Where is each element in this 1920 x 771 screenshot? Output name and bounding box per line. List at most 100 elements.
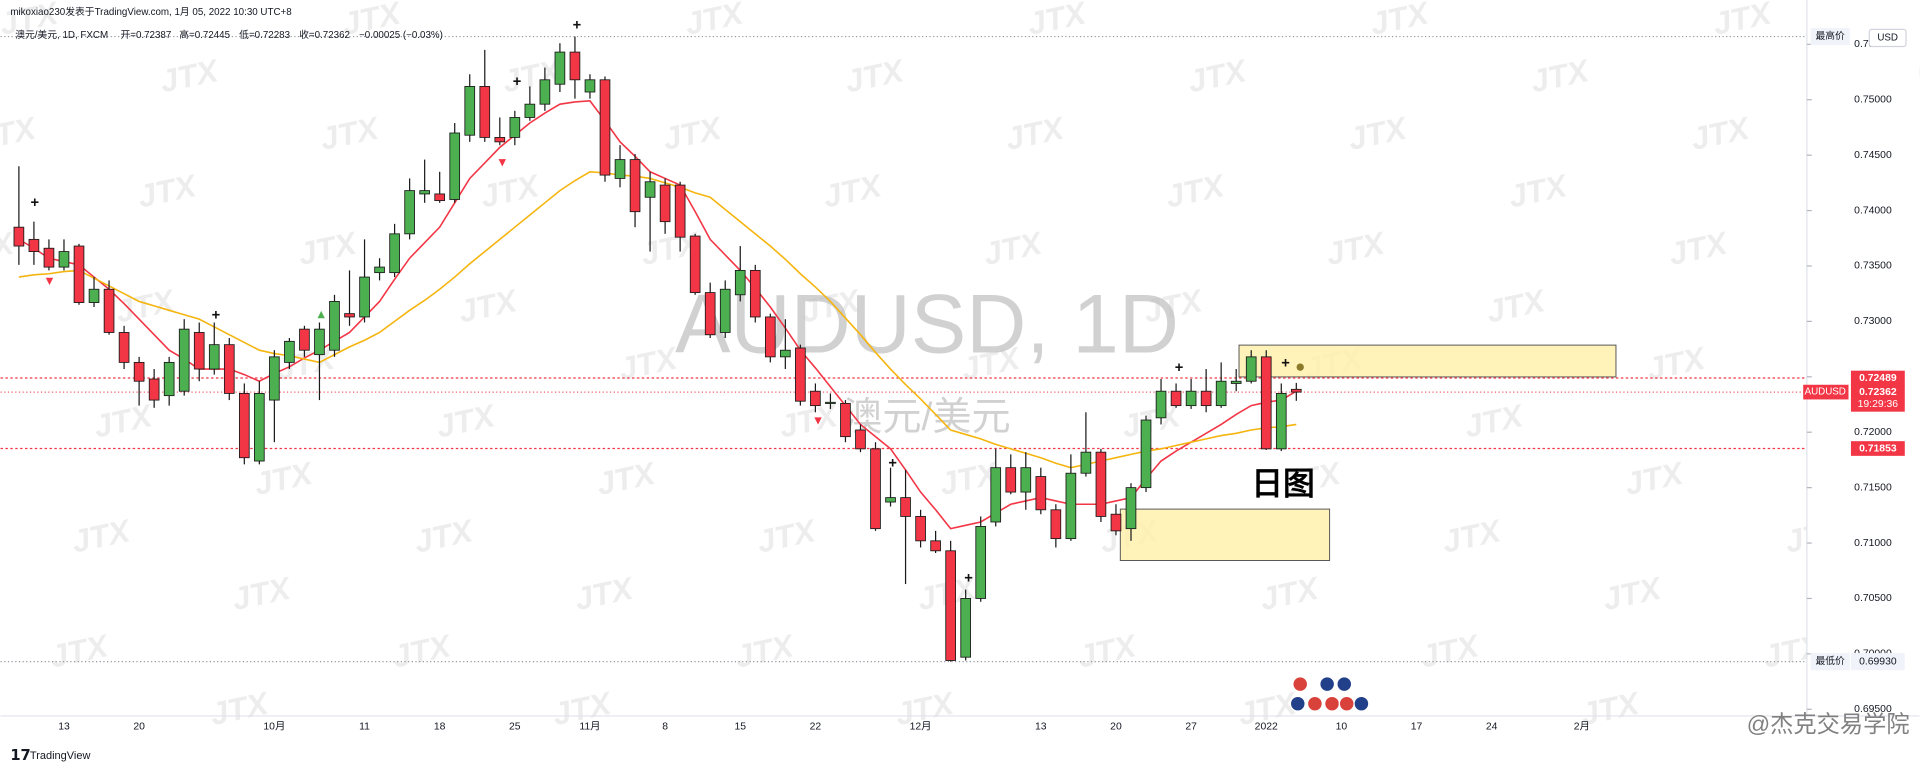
y-tick-label: 0.72000 (1854, 427, 1892, 438)
candle-body (780, 349, 791, 358)
candle-body (840, 402, 851, 438)
price-tag-label: 0.71853 (1859, 443, 1897, 454)
candle-body (885, 497, 896, 503)
candle-body (689, 235, 701, 294)
x-tick-label: 12月 (910, 721, 932, 733)
candle-body (1110, 513, 1122, 532)
high-tag-label: 最高价 (1815, 29, 1845, 42)
candle-body (449, 132, 461, 200)
candle-body (644, 181, 656, 198)
low-value-box (1850, 653, 1905, 671)
dot-marker (1296, 363, 1304, 371)
triangle-marker (498, 159, 506, 167)
legend-open: 开=0.72387 (120, 30, 171, 41)
y-tick-label: 0.73500 (1854, 261, 1892, 272)
candle-body (509, 117, 521, 138)
last-name: AUDUSD (1805, 387, 1846, 398)
candle-body (569, 51, 581, 81)
currency-box (1868, 28, 1907, 48)
candle-body (88, 288, 100, 303)
x-tick-label: 10 (1336, 722, 1348, 733)
candle-body (329, 301, 340, 351)
candle-body (254, 392, 265, 462)
plus-marker: + (1281, 355, 1290, 371)
signal-markers: + + + + + + + + (31, 18, 1304, 587)
candle-body (1230, 380, 1242, 384)
candle-body (855, 429, 866, 450)
x-tick-label: 22 (810, 722, 822, 733)
candle-body (734, 269, 746, 296)
candle-body (945, 550, 956, 661)
candle-body (223, 344, 235, 394)
countdown: 19:29:36 (1858, 399, 1899, 410)
plot-area (0, 35, 1807, 663)
candle-body (28, 238, 40, 253)
candle-body (148, 378, 160, 401)
last-price-box (1850, 384, 1905, 412)
candle-body (208, 344, 220, 370)
annotation: 日图 (1251, 465, 1315, 501)
price-axis (1806, 0, 1920, 741)
y-tick-label: 0.75000 (1854, 94, 1892, 105)
plus-marker: + (1175, 360, 1184, 376)
x-tick-label: 2月 (1574, 721, 1590, 733)
candle-body (674, 184, 686, 238)
candle-body (1200, 390, 1212, 407)
candle-body (193, 332, 205, 370)
triangle-marker (317, 310, 325, 319)
candle-body (930, 540, 941, 552)
candle-body (704, 292, 716, 336)
x-tick-label: 13 (58, 722, 70, 733)
candle-body (464, 86, 476, 136)
candle-body (795, 347, 806, 402)
watermark-subtitle: 澳元/美元 (843, 396, 1011, 439)
candle-body (284, 340, 295, 363)
x-tick-label: 11月 (579, 721, 600, 733)
candle-body (900, 497, 911, 517)
candle-body (659, 184, 671, 223)
candle-body (344, 313, 355, 318)
plus-marker: + (513, 74, 522, 90)
price-tag-label: 0.72489 (1859, 373, 1897, 384)
candle-body (73, 245, 85, 303)
plus-marker: + (212, 308, 221, 324)
event-icon (1292, 676, 1309, 693)
low-tag (1810, 653, 1850, 671)
candle-body (719, 288, 731, 333)
candle-body (103, 288, 115, 333)
x-tick-label: 17 (1411, 722, 1423, 733)
price-tag (1850, 370, 1905, 386)
candle-body (1185, 390, 1197, 407)
price-tag (1850, 441, 1905, 456)
candle-body (749, 269, 761, 318)
candle-body (1275, 392, 1287, 450)
x-tick-label: 24 (1486, 722, 1498, 733)
candle-body (614, 159, 626, 179)
x-tick-label: 27 (1185, 722, 1197, 733)
candle-body (494, 136, 506, 143)
candle-body (584, 79, 596, 93)
candle-body (1095, 451, 1107, 517)
candle-body (915, 516, 926, 542)
candle-body (629, 159, 641, 213)
x-tick-label: 8 (662, 722, 668, 733)
candle-body (1170, 390, 1182, 407)
legend-high: 高=0.72445 (179, 28, 230, 41)
candle-body (1140, 419, 1152, 489)
legend-close: 收=0.72362 (299, 28, 350, 41)
candle-body (1245, 356, 1257, 382)
candle-body (404, 190, 415, 235)
low-value: 0.69930 (1859, 656, 1897, 667)
high-tag (1810, 28, 1850, 46)
candle-body (269, 356, 280, 401)
brand-logo: 𝟭𝟳 (10, 748, 30, 764)
x-tick-label: 20 (133, 722, 145, 733)
x-tick-label: 2022 (1255, 722, 1278, 733)
x-tick-label: 20 (1110, 722, 1122, 733)
last-name-box (1803, 384, 1849, 400)
x-tick-label: 25 (509, 722, 521, 733)
event-icon (1289, 695, 1306, 712)
credit: @杰克交易学院 (1747, 711, 1910, 737)
plus-marker: + (964, 571, 973, 587)
